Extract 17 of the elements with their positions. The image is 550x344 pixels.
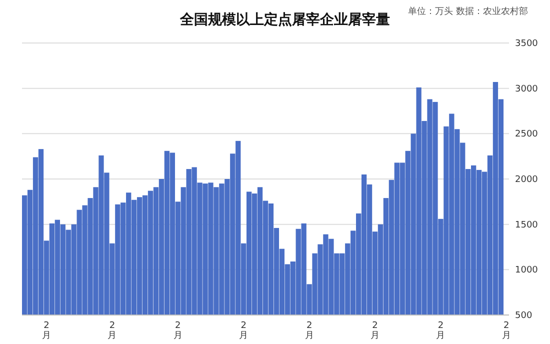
y-tick-label: 2000 <box>515 175 538 185</box>
x-tick-label: 2月 <box>304 321 314 341</box>
x-tick-label: 2月 <box>370 321 380 341</box>
y-tick-label: 1500 <box>515 220 538 230</box>
chart-title: 全国规模以上定点屠宰企业屠宰量 <box>179 11 390 28</box>
y-tick-label: 500 <box>515 311 532 321</box>
text: 单位：万头 数据：农业农村部 <box>408 6 528 17</box>
y-tick-label: 1000 <box>515 266 538 276</box>
x-tick-label: 2月 <box>42 321 51 341</box>
y-tick-label: 3500 <box>515 39 538 49</box>
y-tick-label: 3000 <box>515 84 538 94</box>
y-tick-label: 2500 <box>515 130 538 140</box>
x-tick-label: 2月 <box>108 321 117 341</box>
x-tick-label: 2月 <box>239 321 248 341</box>
x-tick-label: 2月 <box>436 321 446 341</box>
x-tick-label: 2月 <box>173 321 182 341</box>
x-tick-label: 2月 <box>502 321 511 341</box>
